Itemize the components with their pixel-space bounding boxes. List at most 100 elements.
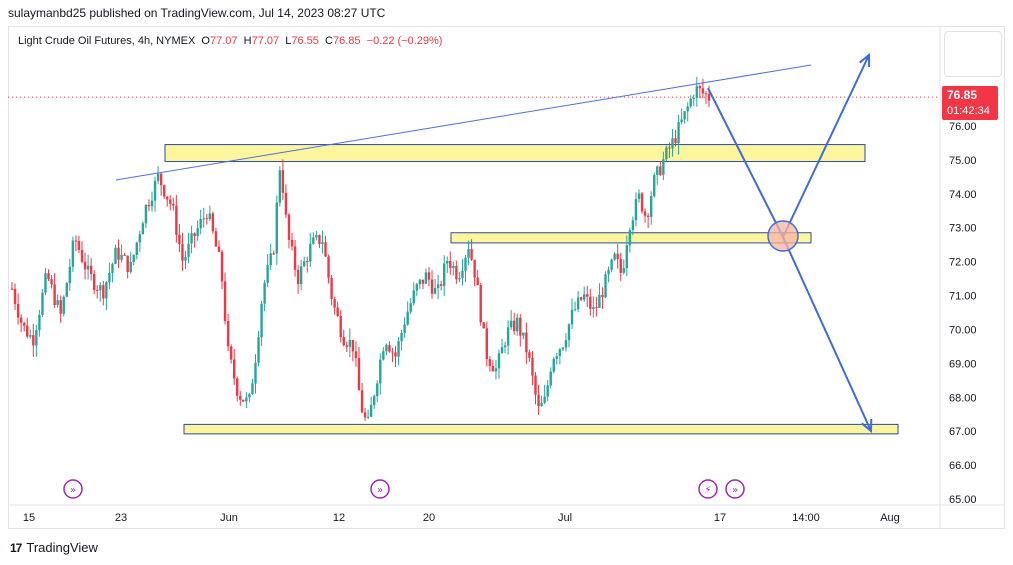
high-value: 77.07 — [251, 35, 280, 47]
candle-body — [653, 175, 656, 197]
candle-body — [372, 396, 376, 405]
last-price-badge-value: 76.85 — [947, 88, 977, 102]
candle-body — [458, 278, 461, 280]
candle-body — [421, 279, 425, 284]
candle-body — [68, 266, 72, 284]
candle-body — [567, 324, 571, 341]
candle-body — [281, 170, 285, 193]
candle-body — [707, 94, 711, 101]
y-tick-label: 71.00 — [949, 291, 977, 303]
y-tick-label: 76.00 — [949, 121, 977, 133]
tradingview-logo-icon: 17 — [10, 540, 22, 555]
candle-body — [561, 347, 565, 350]
candle-body — [99, 285, 102, 291]
candle-body — [53, 284, 56, 305]
candle-body — [348, 339, 352, 347]
candle-body — [169, 199, 172, 204]
candle-body — [589, 296, 592, 309]
candle-body — [418, 279, 422, 285]
candle-body — [196, 228, 199, 237]
events-icon — [370, 479, 390, 499]
candle-body — [680, 119, 683, 123]
candle-body — [509, 320, 513, 328]
candle-body — [153, 180, 157, 201]
projection-drop-line — [707, 87, 784, 238]
candle-body — [16, 303, 20, 318]
symbol-name: Light Crude Oil Futures, 4h, NYMEX — [18, 35, 196, 47]
candle-body — [427, 272, 431, 280]
last-price-badge — [942, 86, 998, 120]
candle-body — [519, 317, 522, 336]
candle-body — [166, 196, 169, 200]
candle-body — [108, 273, 111, 283]
candle-body — [415, 284, 419, 291]
candle-body — [558, 349, 562, 357]
candle-body — [41, 292, 44, 315]
candle-body — [430, 279, 434, 294]
candle-body — [223, 281, 227, 322]
candle-body — [120, 254, 123, 260]
candle-body — [686, 106, 689, 112]
candle-body — [38, 314, 41, 331]
candle-body — [114, 247, 117, 264]
candle-body — [555, 356, 559, 359]
events-icon-glyph: » — [70, 485, 76, 496]
candle-body — [366, 416, 370, 418]
candle-body — [126, 255, 129, 273]
open-label: O — [201, 35, 210, 47]
candle-body — [674, 138, 677, 144]
candle-body — [500, 347, 504, 354]
candle-body — [397, 341, 400, 357]
candle-body — [309, 243, 312, 262]
candle-body — [287, 214, 291, 240]
events-icon — [725, 479, 745, 499]
x-tick-label: 14:00 — [792, 512, 820, 524]
candle-body — [446, 261, 449, 264]
candle-body — [409, 303, 412, 312]
y-tick-label: 75.00 — [949, 155, 977, 167]
candle-body — [369, 404, 373, 417]
candle-body — [354, 351, 358, 358]
candle-body — [44, 273, 47, 293]
y-tick-label: 73.00 — [949, 223, 977, 235]
candle-body — [546, 385, 549, 397]
candle-body — [345, 345, 349, 347]
close-value: 76.85 — [332, 35, 361, 47]
candle-body — [579, 297, 583, 300]
publisher-line: sulaymanbd25 published on TradingView.co… — [8, 6, 386, 20]
candle-body — [327, 256, 330, 278]
lightning-icon-glyph: ⚡ — [704, 485, 711, 496]
candle-body — [607, 269, 610, 275]
candle-body — [132, 254, 135, 262]
x-tick-label: Aug — [880, 512, 900, 524]
candle-body — [671, 138, 674, 149]
bar-countdown-value: 01:42:34 — [947, 105, 990, 117]
candle-body — [65, 283, 68, 297]
candle-body — [324, 242, 327, 257]
candle-body — [403, 324, 406, 333]
candle-body — [312, 237, 315, 244]
candle-body — [62, 296, 65, 314]
y-tick-label: 65.00 — [949, 494, 977, 506]
chart-navigation-box[interactable] — [944, 31, 1002, 77]
close-label: C — [325, 35, 333, 47]
candle-body — [494, 368, 498, 372]
candle-body — [269, 253, 272, 266]
candle-body — [467, 249, 470, 258]
y-tick-label: 67.00 — [949, 426, 977, 438]
candle-body — [363, 412, 367, 418]
candle-body — [147, 204, 151, 207]
candle-body — [290, 239, 294, 247]
candle-body — [576, 297, 580, 310]
footer-brand: 17 TradingView — [10, 540, 98, 555]
support-zone-67 — [183, 423, 899, 435]
candle-body — [455, 265, 458, 280]
candle-body — [50, 279, 53, 285]
candle-body — [257, 337, 260, 363]
candle-body — [138, 234, 142, 243]
symbol-legend: Light Crude Oil Futures, 4h, NYMEX O77.0… — [18, 35, 442, 47]
candle-body — [242, 399, 245, 402]
open-value: 77.07 — [209, 35, 238, 47]
candle-body — [13, 288, 17, 304]
